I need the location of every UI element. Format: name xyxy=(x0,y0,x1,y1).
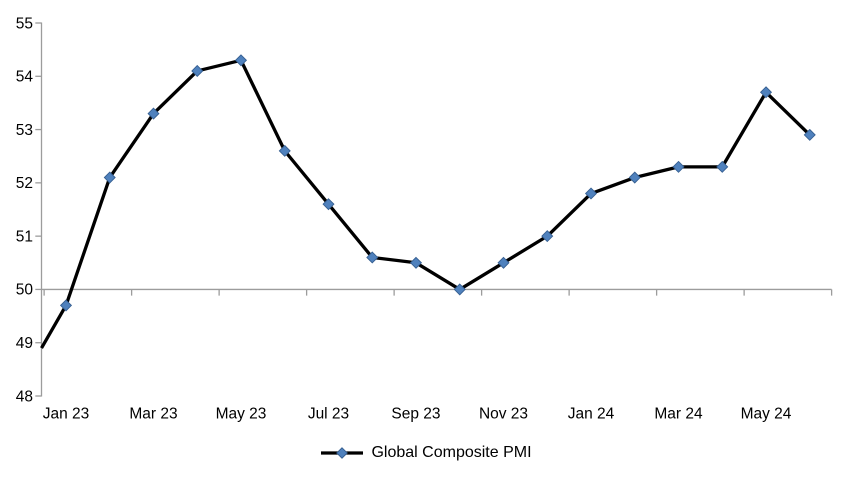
legend: Global Composite PMI xyxy=(0,441,852,465)
x-tick-label: Sep 23 xyxy=(391,406,440,423)
y-tick-label: 52 xyxy=(16,175,33,192)
data-point-marker xyxy=(59,299,73,312)
data-point-marker xyxy=(366,251,379,264)
y-tick-label: 54 xyxy=(16,69,34,86)
y-tick-label: 49 xyxy=(16,335,33,352)
data-point-marker xyxy=(497,256,510,269)
legend-line-marker-icon xyxy=(321,447,364,459)
data-point-marker xyxy=(234,54,248,67)
x-tick-label: May 23 xyxy=(216,406,267,423)
data-point-marker xyxy=(191,64,204,77)
data-point-marker xyxy=(147,107,160,120)
y-tick-label: 50 xyxy=(16,282,34,299)
y-tick-label: 55 xyxy=(16,15,33,32)
x-tick-label: Nov 23 xyxy=(479,406,528,423)
x-tick-label: Mar 23 xyxy=(129,406,177,423)
x-tick-label: Jul 23 xyxy=(308,406,349,423)
data-point-marker xyxy=(628,171,641,184)
data-point-marker xyxy=(584,187,598,200)
pmi-series-line xyxy=(40,58,811,349)
y-tick-label: 48 xyxy=(16,388,33,405)
y-tick-label: 53 xyxy=(16,122,33,139)
data-point-marker xyxy=(278,144,291,157)
x-tick-label: May 24 xyxy=(741,406,792,423)
data-point-marker xyxy=(409,256,423,269)
data-point-marker xyxy=(103,171,116,184)
x-tick-label: Mar 24 xyxy=(654,406,703,423)
y-tick-label: 51 xyxy=(16,228,33,245)
data-point-marker xyxy=(453,283,466,296)
data-point-marker xyxy=(803,128,816,141)
x-tick-label: Jan 23 xyxy=(43,406,90,423)
legend-label: Global Composite PMI xyxy=(371,444,532,461)
data-point-marker xyxy=(541,230,554,243)
data-point-marker xyxy=(716,160,729,173)
x-tick-label: Jan 24 xyxy=(568,406,615,423)
data-point-marker xyxy=(322,198,335,211)
data-point-marker xyxy=(672,160,685,173)
legend-diamond-icon xyxy=(336,447,349,459)
data-point-marker xyxy=(759,86,773,99)
